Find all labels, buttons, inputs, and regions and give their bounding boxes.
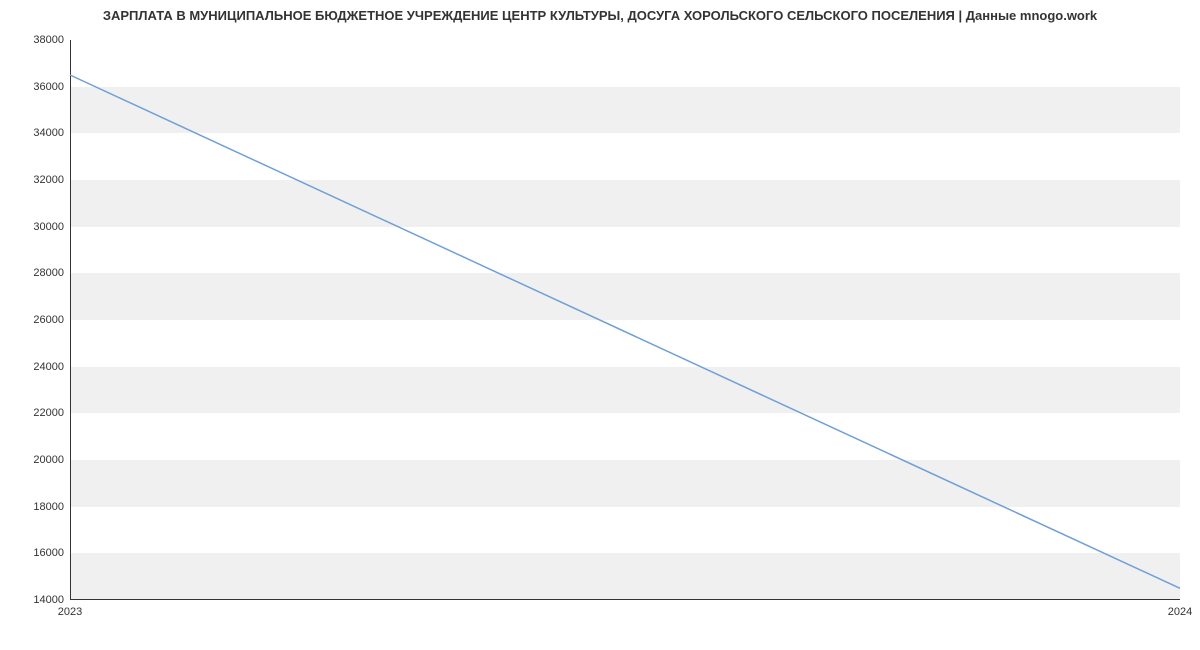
y-tick-label: 14000: [14, 594, 64, 606]
y-tick-label: 18000: [14, 501, 64, 513]
chart-container: ЗАРПЛАТА В МУНИЦИПАЛЬНОЕ БЮДЖЕТНОЕ УЧРЕЖ…: [0, 0, 1200, 650]
y-tick-label: 24000: [14, 361, 64, 373]
y-tick-label: 34000: [14, 127, 64, 139]
y-tick-label: 32000: [14, 174, 64, 186]
y-tick-label: 26000: [14, 314, 64, 326]
plot-area: [70, 40, 1180, 600]
y-tick-label: 38000: [14, 34, 64, 46]
series-line: [70, 75, 1180, 588]
x-tick-label: 2024: [1168, 606, 1192, 618]
y-tick-label: 28000: [14, 267, 64, 279]
chart-title: ЗАРПЛАТА В МУНИЦИПАЛЬНОЕ БЮДЖЕТНОЕ УЧРЕЖ…: [0, 8, 1200, 23]
y-tick-label: 30000: [14, 221, 64, 233]
x-tick-label: 2023: [58, 606, 82, 618]
y-tick-label: 22000: [14, 407, 64, 419]
line-series: [70, 40, 1180, 600]
y-tick-label: 36000: [14, 81, 64, 93]
y-tick-label: 16000: [14, 547, 64, 559]
y-tick-label: 20000: [14, 454, 64, 466]
